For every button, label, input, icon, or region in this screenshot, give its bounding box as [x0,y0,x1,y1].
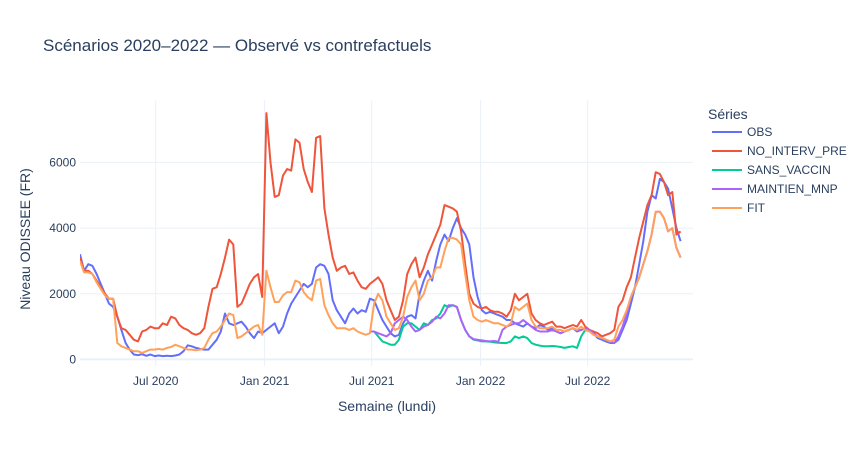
x-tick-label: Jan 2022 [456,374,506,388]
x-tick-label: Jul 2022 [565,374,611,388]
legend-item-sans-vaccin[interactable]: SANS_VACCIN [712,163,831,177]
y-axis-title: Niveau ODISSEE (FR) [17,168,33,310]
legend-title: Séries [708,106,748,122]
x-tick-label: Jan 2021 [240,374,290,388]
legend-item-obs[interactable]: OBS [712,125,772,139]
chart-title: Scénarios 2020–2022 — Observé vs contref… [43,36,431,55]
y-tick-label: 6000 [49,155,76,169]
x-tick-label: Jul 2021 [349,374,395,388]
y-tick-label: 4000 [49,221,76,235]
legend[interactable]: Séries OBS NO_INTERV_PRE SANS_VACCIN MAINTI… [708,106,847,215]
x-axis: Jul 2020 Jan 2021 Jul 2021 Jan 2022 Jul 2022 [133,374,611,388]
y-tick-label: 0 [69,352,76,366]
legend-label: NO_INTERV_PRE [747,144,847,158]
plot-area[interactable] [80,112,682,358]
x-tick-label: Jul 2020 [133,374,179,388]
y-axis: 0 2000 4000 6000 [49,155,76,366]
legend-item-no-interv-pre[interactable]: NO_INTERV_PRE [712,144,847,158]
x-axis-title: Semaine (lundi) [338,398,436,414]
legend-label: OBS [747,125,772,139]
series-line-no-interv-pre[interactable] [80,112,682,343]
legend-label: FIT [747,201,766,215]
legend-label: SANS_VACCIN [747,163,831,177]
y-tick-label: 2000 [49,287,76,301]
legend-items[interactable]: OBS NO_INTERV_PRE SANS_VACCIN MAINTIEN_MNP F… [712,125,847,215]
legend-label: MAINTIEN_MNP [747,182,838,196]
series-line-maintien-mnp[interactable] [369,210,682,344]
grid-layer [80,100,693,366]
legend-item-maintien-mnp[interactable]: MAINTIEN_MNP [712,182,838,196]
series-line-fit[interactable] [80,210,682,354]
legend-item-fit[interactable]: FIT [712,201,766,215]
